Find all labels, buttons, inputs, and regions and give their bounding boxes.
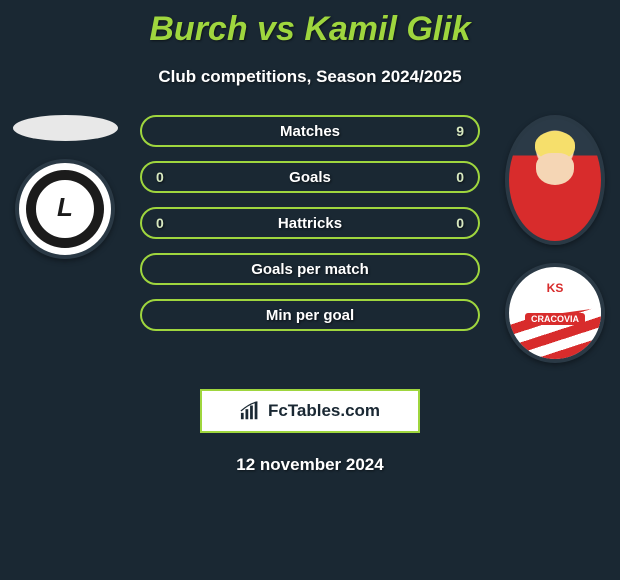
stat-right-value: 9 [456,123,464,139]
stat-row-goals: 0 Goals 0 [140,161,480,193]
stat-right-value: 0 [456,215,464,231]
subtitle: Club competitions, Season 2024/2025 [0,67,620,87]
player2-photo [505,115,605,245]
stat-row-hattricks: 0 Hattricks 0 [140,207,480,239]
stat-label: Hattricks [278,215,342,232]
brand-text: FcTables.com [268,401,380,421]
stat-row-matches: Matches 9 [140,115,480,147]
stat-label: Min per goal [266,307,354,324]
stat-left-value: 0 [156,215,164,231]
stat-row-min-per-goal: Min per goal [140,299,480,331]
left-player-column [5,115,125,259]
right-player-column: CRACOVIA [495,115,615,363]
player1-club-badge [15,159,115,259]
generated-date: 12 november 2024 [0,455,620,475]
player2-club-badge: CRACOVIA [505,263,605,363]
stat-label: Goals [289,169,331,186]
stat-right-value: 0 [456,169,464,185]
brand-logo[interactable]: FcTables.com [200,389,420,433]
stat-row-goals-per-match: Goals per match [140,253,480,285]
stat-label: Matches [280,123,340,140]
stat-left-value: 0 [156,169,164,185]
page-title: Burch vs Kamil Glik [0,0,620,49]
player1-photo-placeholder [13,115,118,141]
bar-chart-icon [240,401,262,421]
stat-label: Goals per match [251,261,369,278]
stat-rows: Matches 9 0 Goals 0 0 Hattricks 0 Goals … [140,115,480,345]
comparison-area: Matches 9 0 Goals 0 0 Hattricks 0 Goals … [0,115,620,395]
club-badge-text: CRACOVIA [525,313,585,325]
